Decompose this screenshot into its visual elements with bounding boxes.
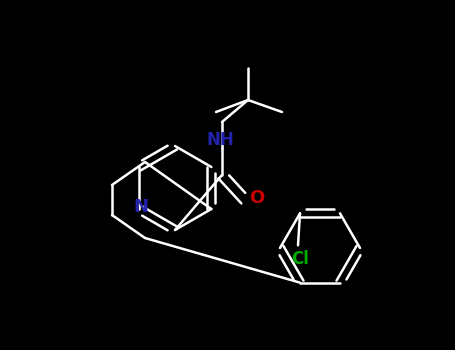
Text: O: O <box>249 189 265 207</box>
Text: N: N <box>133 198 148 216</box>
Text: NH: NH <box>206 131 234 149</box>
Text: Cl: Cl <box>291 250 309 268</box>
